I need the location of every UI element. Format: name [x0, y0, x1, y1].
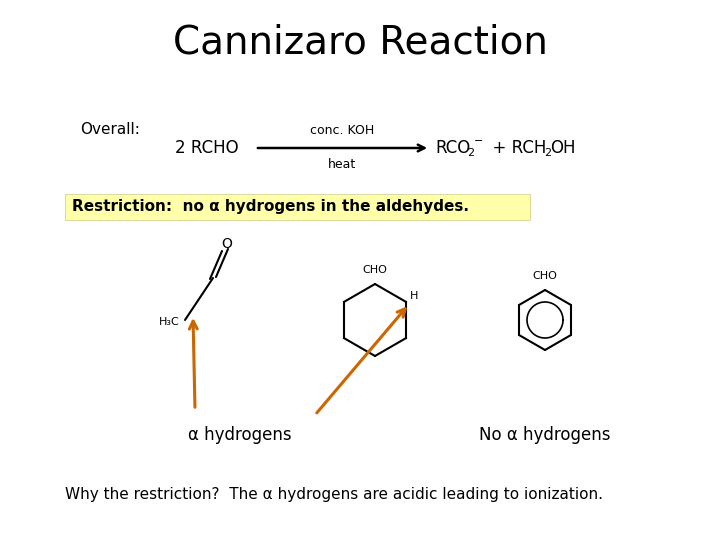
- Text: heat: heat: [328, 158, 356, 171]
- Text: No α hydrogens: No α hydrogens: [480, 426, 611, 444]
- Text: 2 RCHO: 2 RCHO: [175, 139, 238, 157]
- Text: α hydrogens: α hydrogens: [188, 426, 292, 444]
- Text: Cannizaro Reaction: Cannizaro Reaction: [173, 23, 547, 61]
- Text: 2: 2: [544, 148, 551, 158]
- Text: conc. KOH: conc. KOH: [310, 124, 374, 137]
- Text: Why the restriction?  The α hydrogens are acidic leading to ionization.: Why the restriction? The α hydrogens are…: [65, 488, 603, 503]
- Text: CHO: CHO: [363, 265, 387, 275]
- Text: CHO: CHO: [533, 271, 557, 281]
- Text: RCO: RCO: [435, 139, 470, 157]
- Text: Overall:: Overall:: [80, 123, 140, 138]
- Text: O: O: [222, 237, 233, 251]
- Text: OH: OH: [550, 139, 575, 157]
- Text: Restriction:  no α hydrogens in the aldehydes.: Restriction: no α hydrogens in the aldeh…: [72, 199, 469, 214]
- FancyBboxPatch shape: [65, 194, 530, 220]
- Text: H₃C: H₃C: [159, 317, 180, 327]
- Text: H: H: [410, 291, 418, 301]
- Text: 2: 2: [467, 148, 474, 158]
- Text: −: −: [474, 136, 483, 146]
- Text: + RCH: + RCH: [482, 139, 546, 157]
